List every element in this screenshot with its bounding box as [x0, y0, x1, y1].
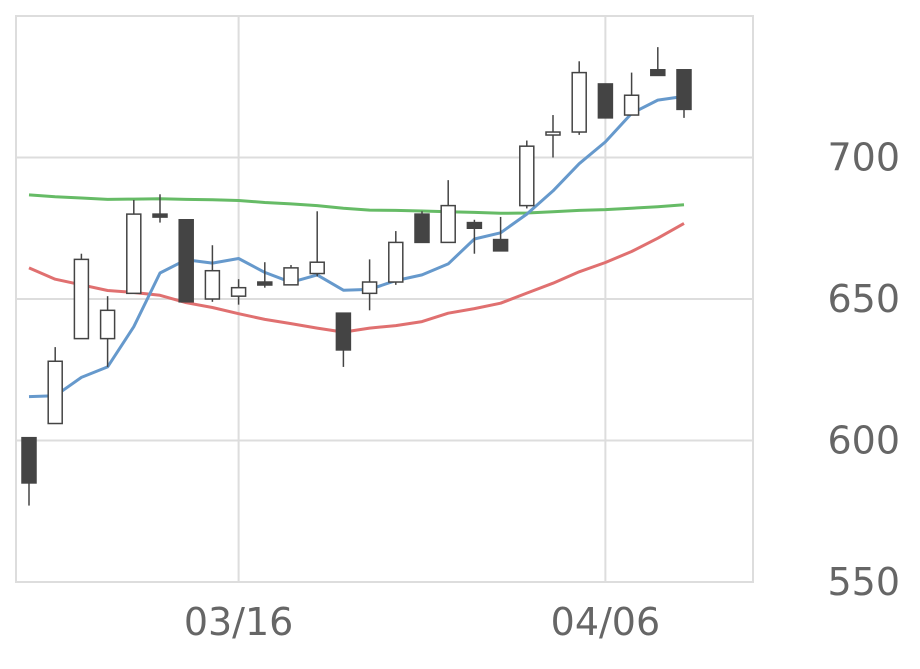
- candle-body-up: [440, 204, 456, 244]
- candle-body-up: [230, 286, 247, 297]
- candle: [73, 253, 90, 340]
- candle: [519, 140, 535, 209]
- candles: [21, 47, 692, 506]
- y-tick-label: 600: [827, 419, 900, 463]
- candle: [388, 231, 404, 285]
- candle: [283, 265, 299, 286]
- candle: [676, 69, 692, 118]
- candle-body-up: [519, 145, 535, 207]
- candle: [623, 72, 640, 116]
- candle-body-down: [335, 312, 352, 351]
- candle-body-up: [388, 241, 404, 283]
- candle-body-up: [204, 269, 221, 300]
- candle-body-up: [309, 261, 325, 275]
- candle: [152, 194, 168, 223]
- y-tick-label: 700: [827, 136, 900, 180]
- candle-body-down: [178, 219, 194, 303]
- candle-body-up: [361, 281, 378, 295]
- candle-body-down: [152, 213, 168, 218]
- candle-body-up: [99, 309, 116, 340]
- candle: [440, 180, 456, 244]
- x-axis-ticks: 03/16 04/06: [184, 600, 660, 644]
- candle-body-up: [47, 360, 63, 425]
- y-axis-ticks: 550 600 650 700: [827, 136, 900, 605]
- candle: [361, 259, 378, 311]
- y-tick-label: 650: [827, 277, 900, 321]
- x-tick-label: 04/06: [551, 600, 661, 644]
- candle-body-down: [492, 238, 509, 252]
- candle: [571, 61, 587, 135]
- candle-body-up: [571, 71, 587, 133]
- candle: [47, 347, 63, 425]
- candle-body-down: [21, 436, 37, 484]
- y-tick-label: 550: [827, 560, 900, 604]
- candle-body-up: [283, 267, 299, 286]
- candle-body-down: [466, 221, 483, 229]
- candle: [466, 219, 483, 254]
- candle-body-down: [676, 69, 692, 111]
- candle-body-down: [414, 213, 430, 244]
- ma-long-line: [28, 193, 685, 215]
- candle: [492, 216, 509, 252]
- candle-body-up: [545, 131, 561, 136]
- candle: [21, 436, 37, 506]
- candle: [335, 312, 352, 367]
- candle: [178, 219, 194, 303]
- candle: [204, 245, 221, 302]
- candle: [230, 279, 247, 305]
- candle-body-down: [597, 83, 614, 119]
- candle: [257, 262, 273, 288]
- candle-body-up: [623, 94, 640, 116]
- candle-body-up: [73, 258, 90, 340]
- candle-body-down: [257, 281, 273, 286]
- candle: [545, 115, 561, 158]
- candle: [597, 83, 614, 119]
- plot-frame: [15, 15, 754, 583]
- candle: [99, 296, 116, 367]
- candle: [414, 211, 430, 244]
- ma-short-line: [28, 94, 685, 399]
- candle-body-down: [650, 69, 666, 77]
- grid-lines: [16, 16, 753, 582]
- candle: [126, 199, 142, 295]
- candle: [650, 47, 666, 77]
- x-tick-label: 03/16: [184, 600, 294, 644]
- candle: [309, 211, 325, 277]
- candle-body-up: [126, 213, 142, 295]
